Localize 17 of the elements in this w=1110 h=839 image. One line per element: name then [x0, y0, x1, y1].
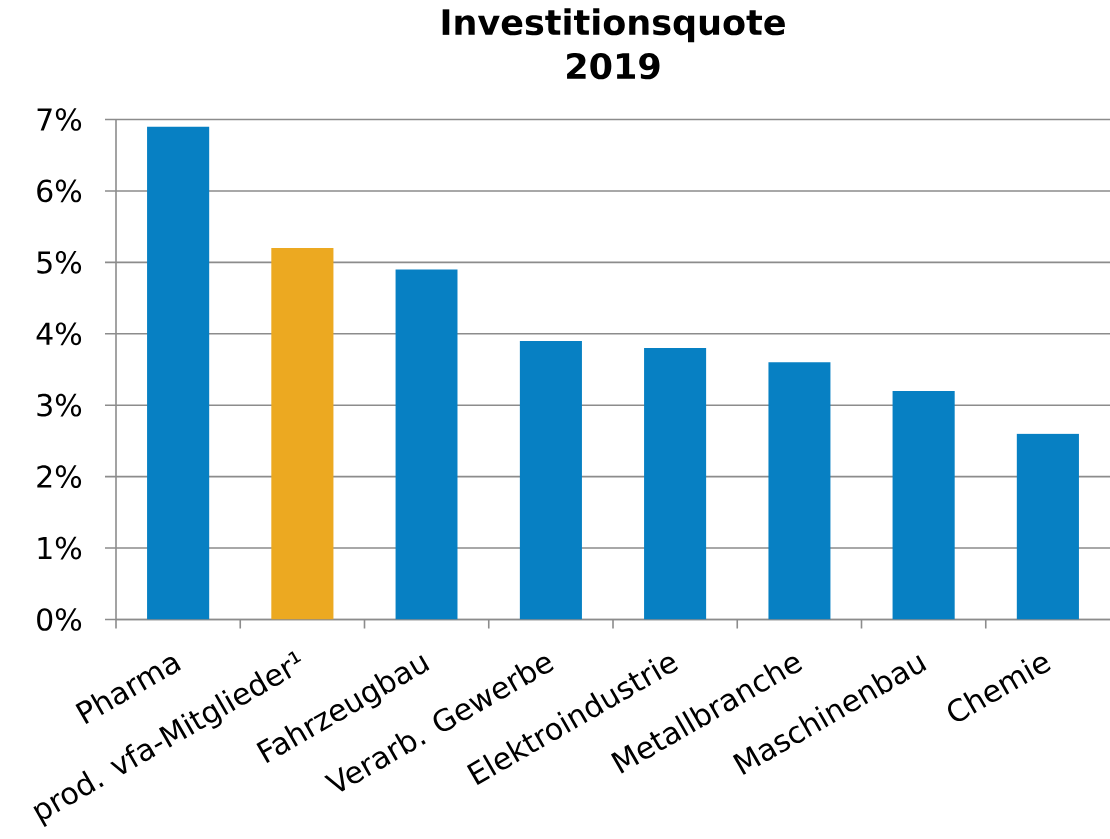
- bar: [768, 362, 831, 620]
- bar: [1016, 433, 1079, 620]
- y-tick-label: 3%: [37, 393, 82, 417]
- bar: [644, 348, 707, 620]
- y-tick-label: 6%: [37, 179, 82, 203]
- bar: [892, 390, 955, 620]
- bar: [147, 126, 210, 620]
- y-tick-label: 1%: [38, 536, 82, 560]
- y-tick-label: 5%: [37, 251, 82, 274]
- bar: [271, 248, 334, 620]
- y-tick-label: 0%: [37, 608, 82, 631]
- y-tick-label: 7%: [37, 108, 82, 131]
- y-tick-label: 2%: [37, 465, 82, 488]
- bar: [519, 340, 582, 620]
- y-tick-label: 4%: [36, 322, 82, 346]
- chart-title: Investitionsquote 2019: [442, 8, 785, 80]
- bar: [395, 269, 458, 620]
